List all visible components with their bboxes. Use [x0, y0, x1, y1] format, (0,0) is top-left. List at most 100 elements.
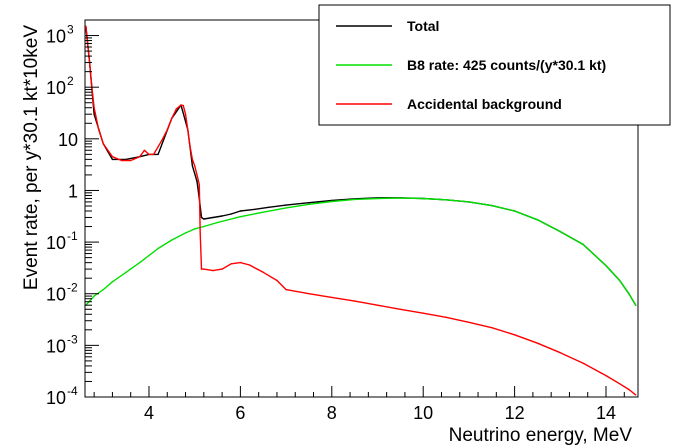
- data-point: [635, 394, 637, 396]
- data-point: [628, 293, 630, 295]
- data-point: [619, 279, 621, 282]
- data-point: [628, 388, 630, 391]
- data-point: [376, 197, 379, 200]
- y-tick-exponent: 3: [67, 23, 74, 37]
- data-point: [276, 279, 278, 282]
- data-point: [187, 129, 189, 131]
- x-tick-label: 12: [505, 403, 525, 423]
- data-point: [230, 213, 232, 215]
- data-point: [605, 374, 607, 377]
- y-tick-label: 10: [46, 78, 66, 98]
- data-point: [194, 228, 196, 230]
- data-point: [152, 153, 155, 156]
- y-tick-label: 10: [46, 388, 66, 408]
- data-point: [194, 165, 196, 167]
- data-point: [212, 269, 214, 272]
- y-tick-exponent: -4: [67, 384, 78, 398]
- legend-label-total: Total: [407, 18, 439, 34]
- data-point: [399, 308, 401, 310]
- data-point: [162, 138, 164, 140]
- data-point: [191, 165, 194, 167]
- data-point: [445, 199, 447, 201]
- data-point: [166, 129, 168, 131]
- data-point: [331, 296, 333, 299]
- data-point: [203, 225, 205, 228]
- legend-label-accidental: Accidental background: [407, 96, 562, 112]
- series-line-accidental: [85, 26, 637, 396]
- y-tick-label: 1: [68, 181, 78, 201]
- data-point: [191, 158, 194, 161]
- data-point: [180, 104, 182, 106]
- data-point: [491, 327, 493, 329]
- data-point: [331, 200, 333, 203]
- y-tick-exponent: -3: [67, 332, 78, 346]
- x-tick-label: 8: [327, 403, 337, 423]
- data-point: [130, 159, 132, 162]
- legend: Total B8 rate: 425 counts/(y*30.1 kt) Ac…: [318, 4, 671, 126]
- data-point: [125, 271, 127, 273]
- data-point: [143, 149, 146, 151]
- data-point: [559, 352, 561, 354]
- data-point: [216, 221, 219, 224]
- data-point: [196, 174, 198, 176]
- data-point: [635, 304, 637, 306]
- data-point: [230, 263, 232, 265]
- data-point: [422, 197, 424, 200]
- data-point: [422, 312, 424, 314]
- data-point: [148, 254, 150, 257]
- data-point: [189, 146, 191, 148]
- data-point: [111, 158, 114, 161]
- data-point: [491, 204, 493, 207]
- data-point: [513, 334, 516, 336]
- data-point: [120, 159, 123, 162]
- data-point: [353, 300, 356, 302]
- legend-label-b8: B8 rate: 425 counts/(y*30.1 kt): [407, 57, 606, 73]
- data-point: [175, 108, 178, 110]
- x-axis-title: Neutrino energy, MeV: [449, 425, 633, 446]
- y-axis-title: Event rate, per y*30.1 kt*10keV: [21, 25, 42, 290]
- data-point: [559, 230, 561, 233]
- data-point: [93, 107, 95, 109]
- series-layer: [85, 25, 637, 396]
- data-point: [221, 215, 223, 217]
- data-point: [184, 232, 187, 234]
- data-point: [285, 207, 287, 209]
- data-point: [262, 271, 264, 273]
- data-point: [203, 268, 205, 270]
- data-point: [253, 208, 255, 211]
- data-point: [248, 264, 251, 266]
- data-point: [308, 293, 310, 295]
- data-point: [582, 362, 584, 364]
- data-point: [102, 288, 105, 291]
- data-point: [308, 202, 310, 204]
- data-point: [93, 295, 95, 297]
- data-point: [376, 304, 379, 306]
- data-point: [619, 383, 621, 385]
- data-point: [157, 153, 159, 156]
- data-point: [445, 316, 447, 318]
- data-point: [239, 261, 242, 264]
- x-tick-label: 10: [413, 403, 433, 423]
- data-point: [308, 203, 310, 205]
- data-point: [148, 153, 150, 156]
- data-point: [182, 104, 184, 107]
- data-point: [139, 156, 141, 158]
- data-point: [200, 268, 203, 270]
- data-point: [200, 216, 203, 219]
- data-point: [262, 211, 264, 213]
- data-point: [171, 117, 173, 120]
- x-tick-label: 4: [144, 403, 154, 423]
- y-tick-label: 10: [46, 27, 66, 47]
- data-point: [102, 143, 105, 145]
- data-point: [111, 156, 114, 158]
- x-tick-label: 6: [235, 403, 245, 423]
- data-point: [267, 206, 269, 209]
- data-point: [203, 218, 205, 220]
- data-point: [111, 281, 114, 283]
- data-point: [157, 247, 159, 250]
- data-point: [184, 113, 187, 115]
- y-tick-label: 10: [46, 233, 66, 253]
- data-point: [93, 113, 95, 115]
